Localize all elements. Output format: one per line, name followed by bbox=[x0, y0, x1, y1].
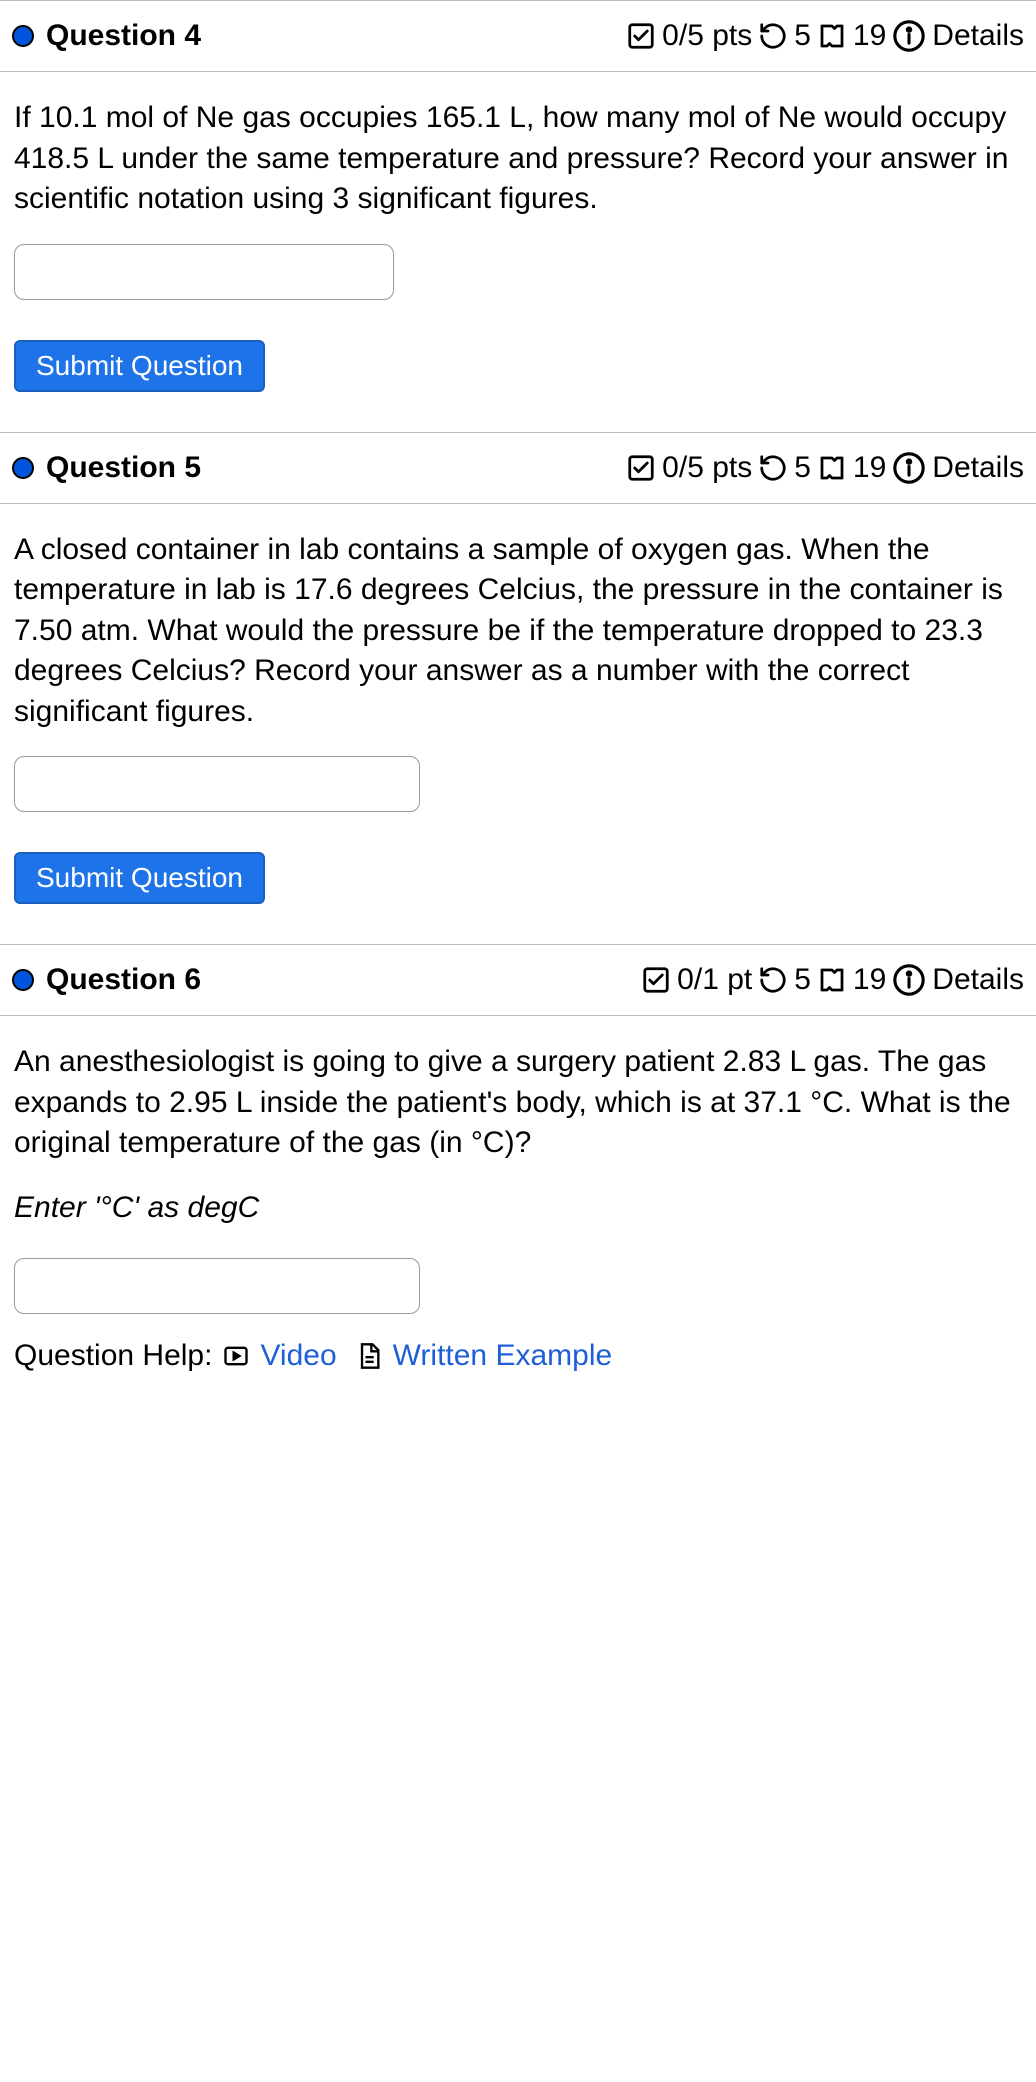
retry-icon bbox=[758, 453, 788, 483]
points-text: 0/5 pts bbox=[662, 19, 752, 53]
retry-count: 5 bbox=[794, 19, 811, 53]
question-text: A closed container in lab contains a sam… bbox=[14, 530, 1022, 733]
answer-input[interactable] bbox=[14, 1258, 420, 1314]
attempts-count: 19 bbox=[853, 451, 886, 485]
attempts-icon bbox=[817, 21, 847, 51]
help-label: Question Help: bbox=[14, 1336, 212, 1377]
submit-button[interactable]: Submit Question bbox=[14, 340, 265, 392]
status-bullet-icon bbox=[12, 25, 34, 47]
document-icon bbox=[355, 1342, 383, 1370]
retry-count: 5 bbox=[794, 963, 811, 997]
info-icon[interactable] bbox=[892, 19, 926, 53]
hint-text: Enter '°C' as degC bbox=[14, 1188, 1022, 1229]
question-header: Question 6 0/1 pt 5 19 Details bbox=[0, 945, 1036, 1016]
video-link[interactable]: Video bbox=[260, 1336, 336, 1377]
question-text: If 10.1 mol of Ne gas occupies 165.1 L, … bbox=[14, 98, 1022, 220]
answer-input[interactable] bbox=[14, 244, 394, 300]
attempts-count: 19 bbox=[853, 19, 886, 53]
video-icon bbox=[222, 1342, 250, 1370]
question-title: Question 5 bbox=[46, 451, 626, 485]
details-link[interactable]: Details bbox=[932, 19, 1024, 53]
question-title: Question 4 bbox=[46, 19, 626, 53]
question-title: Question 6 bbox=[46, 963, 641, 997]
attempts-icon bbox=[817, 965, 847, 995]
question-5: Question 5 0/5 pts 5 19 Details A closed… bbox=[0, 432, 1036, 945]
check-icon bbox=[641, 965, 671, 995]
status-bullet-icon bbox=[12, 969, 34, 991]
info-icon[interactable] bbox=[892, 963, 926, 997]
status-bullet-icon bbox=[12, 457, 34, 479]
question-meta: 0/5 pts 5 19 Details bbox=[626, 19, 1024, 53]
points-text: 0/5 pts bbox=[662, 451, 752, 485]
attempts-icon bbox=[817, 453, 847, 483]
check-icon bbox=[626, 21, 656, 51]
info-icon[interactable] bbox=[892, 451, 926, 485]
submit-button[interactable]: Submit Question bbox=[14, 852, 265, 904]
points-text: 0/1 pt bbox=[677, 963, 752, 997]
retry-icon bbox=[758, 21, 788, 51]
question-header: Question 5 0/5 pts 5 19 Details bbox=[0, 433, 1036, 504]
retry-count: 5 bbox=[794, 451, 811, 485]
question-meta: 0/1 pt 5 19 Details bbox=[641, 963, 1024, 997]
written-example-link[interactable]: Written Example bbox=[393, 1336, 613, 1377]
question-body: An anesthesiologist is going to give a s… bbox=[0, 1016, 1036, 1417]
question-4: Question 4 0/5 pts 5 19 Details If 10.1 … bbox=[0, 0, 1036, 432]
attempts-count: 19 bbox=[853, 963, 886, 997]
question-body: If 10.1 mol of Ne gas occupies 165.1 L, … bbox=[0, 72, 1036, 432]
help-row: Question Help: Video Written Example bbox=[14, 1336, 1022, 1377]
check-icon bbox=[626, 453, 656, 483]
question-meta: 0/5 pts 5 19 Details bbox=[626, 451, 1024, 485]
question-body: A closed container in lab contains a sam… bbox=[0, 504, 1036, 945]
answer-input[interactable] bbox=[14, 756, 420, 812]
question-text: An anesthesiologist is going to give a s… bbox=[14, 1042, 1022, 1164]
retry-icon bbox=[758, 965, 788, 995]
question-6: Question 6 0/1 pt 5 19 Details An anesth… bbox=[0, 944, 1036, 1417]
details-link[interactable]: Details bbox=[932, 451, 1024, 485]
question-header: Question 4 0/5 pts 5 19 Details bbox=[0, 1, 1036, 72]
details-link[interactable]: Details bbox=[932, 963, 1024, 997]
